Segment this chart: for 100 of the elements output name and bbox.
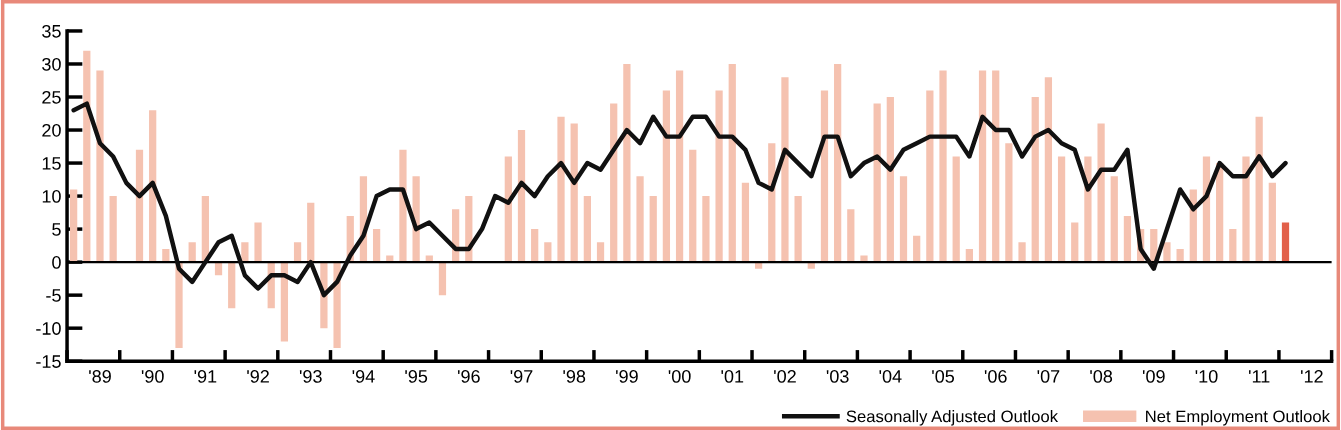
x-tick-label: '10 xyxy=(1195,370,1218,383)
bar xyxy=(847,209,855,263)
y-tick-label: -15 xyxy=(36,355,61,368)
bar xyxy=(1044,77,1053,263)
x-tick-label: '95 xyxy=(405,370,428,383)
bar xyxy=(372,229,381,263)
bar xyxy=(913,235,921,263)
y-tick-label: 25 xyxy=(42,90,61,104)
x-tick-label: '05 xyxy=(932,370,955,383)
bar xyxy=(662,90,671,263)
bar xyxy=(1031,97,1039,263)
bar xyxy=(1018,242,1026,263)
bar xyxy=(886,97,894,263)
bar xyxy=(570,123,578,263)
bar xyxy=(992,70,1000,263)
x-tick-label: '93 xyxy=(299,370,322,383)
bar xyxy=(1163,242,1171,263)
legend-label: Net Employment Outlook xyxy=(1146,410,1330,426)
y-tick-label: 30 xyxy=(42,57,61,71)
bar xyxy=(794,196,802,263)
x-tick-label: '12 xyxy=(1301,370,1323,383)
x-tick-label: '99 xyxy=(616,370,638,383)
bar xyxy=(834,63,842,263)
bar xyxy=(649,196,657,263)
bar xyxy=(610,103,618,263)
bar xyxy=(1281,222,1290,263)
y-tick-label: -10 xyxy=(36,322,61,335)
bar xyxy=(1123,215,1132,263)
bar xyxy=(254,222,262,263)
bar xyxy=(702,196,710,263)
bar xyxy=(583,196,591,263)
bar xyxy=(504,156,512,263)
x-tick-label: '07 xyxy=(1037,370,1060,383)
y-tick-label: 15 xyxy=(42,157,61,170)
bar xyxy=(1268,182,1276,263)
bar xyxy=(517,130,526,263)
bar xyxy=(636,176,644,263)
bar xyxy=(399,149,407,263)
bar xyxy=(952,156,960,263)
x-tick-label: '00 xyxy=(668,370,691,383)
bar xyxy=(689,149,697,263)
bar xyxy=(899,176,908,263)
y-tick-label: 35 xyxy=(42,24,61,38)
x-tick-label: '91 xyxy=(194,370,217,383)
bar xyxy=(1242,156,1250,263)
x-tick-label: '90 xyxy=(141,370,164,383)
bar xyxy=(531,229,539,263)
bar xyxy=(241,242,249,263)
bar xyxy=(83,50,91,263)
x-tick-label: '96 xyxy=(457,370,480,383)
x-tick-label: '92 xyxy=(247,370,269,383)
bar xyxy=(873,103,881,263)
bar xyxy=(135,149,144,263)
bar xyxy=(1084,156,1092,263)
x-tick-label: '08 xyxy=(1090,370,1113,383)
bar xyxy=(96,70,104,263)
bar xyxy=(1229,229,1237,263)
x-tick-label: '03 xyxy=(826,370,849,383)
bar xyxy=(1071,222,1079,263)
y-tick-label: 0 xyxy=(52,256,61,269)
bar xyxy=(623,63,631,263)
line-series xyxy=(71,101,1288,298)
bar xyxy=(741,182,750,263)
bar xyxy=(175,262,183,348)
bar xyxy=(781,77,789,263)
legend-label: Seasonally Adjusted Outlook xyxy=(846,410,1059,426)
x-tick-label: '04 xyxy=(879,370,902,383)
bar xyxy=(1005,143,1013,263)
bar xyxy=(109,196,117,263)
bar xyxy=(293,242,302,263)
bar xyxy=(820,90,829,263)
bar xyxy=(1057,156,1066,263)
x-tick-label: '01 xyxy=(721,370,744,383)
x-tick-label: '97 xyxy=(510,370,533,383)
y-tick-label: -5 xyxy=(46,289,61,302)
x-tick-label: '94 xyxy=(352,370,375,383)
x-tick-label: '02 xyxy=(774,370,796,383)
x-tick-label: '11 xyxy=(1248,370,1270,383)
bar xyxy=(1097,123,1105,263)
y-tick-label: 10 xyxy=(42,190,61,203)
bar xyxy=(675,70,684,263)
bar xyxy=(557,116,565,263)
x-tick-label: '89 xyxy=(89,370,111,383)
bar xyxy=(201,196,209,263)
bar xyxy=(926,90,934,263)
bar xyxy=(438,262,447,296)
bar xyxy=(596,242,605,263)
y-tick-label: 20 xyxy=(42,123,61,137)
bar xyxy=(1255,116,1263,263)
y-tick-label: 5 xyxy=(52,223,61,236)
bar xyxy=(715,90,723,263)
bar xyxy=(70,189,78,263)
bar xyxy=(1110,176,1118,263)
bar xyxy=(939,70,947,263)
bar xyxy=(149,110,157,263)
bar xyxy=(978,70,987,263)
bar xyxy=(728,63,736,263)
bar xyxy=(228,262,236,309)
bar xyxy=(307,202,315,263)
x-tick-label: '06 xyxy=(984,370,1007,383)
